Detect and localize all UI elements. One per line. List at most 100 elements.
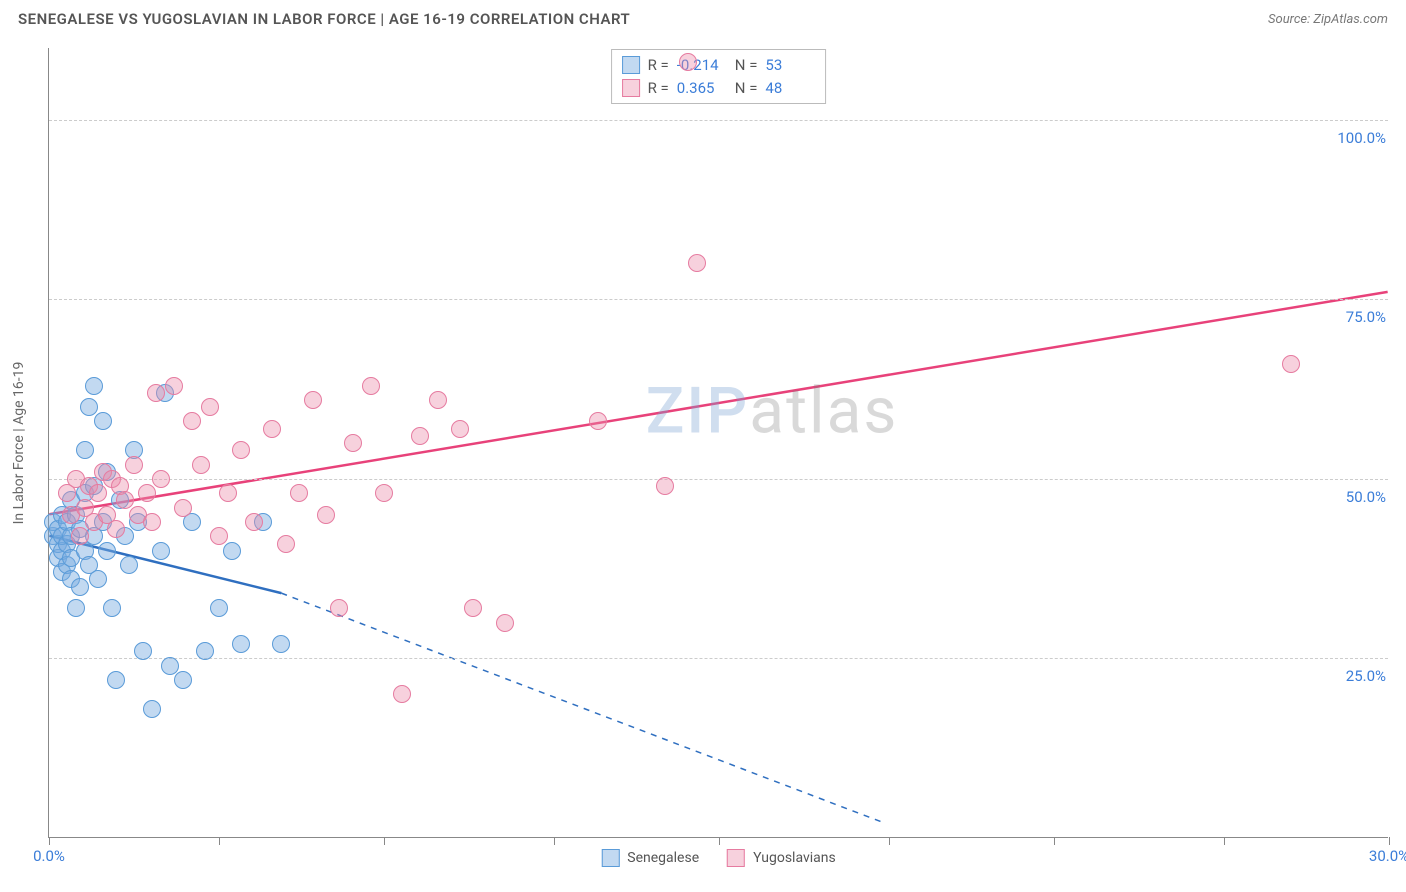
legend-swatch-yugoslavians	[727, 849, 745, 867]
data-point	[362, 377, 380, 395]
chart-plot-area: In Labor Force | Age 16-19 ZIPatlas R = …	[48, 48, 1388, 838]
data-point	[411, 427, 429, 445]
trend-lines-layer	[49, 48, 1388, 837]
watermark-atlas: atlas	[749, 373, 898, 448]
data-point	[330, 599, 348, 617]
swatch-yugoslavians	[622, 79, 640, 97]
stat-r-label: R =	[648, 77, 669, 100]
trend-line	[49, 292, 1387, 514]
data-point	[393, 685, 411, 703]
data-point	[210, 527, 228, 545]
series-legend: Senegalese Yugoslavians	[601, 849, 835, 867]
data-point	[94, 412, 112, 430]
data-point	[143, 513, 161, 531]
data-point	[107, 520, 125, 538]
data-point	[138, 484, 156, 502]
stat-r-label: R =	[648, 54, 669, 77]
data-point	[89, 484, 107, 502]
data-point	[120, 556, 138, 574]
x-tick	[1389, 837, 1390, 845]
x-tick	[1224, 837, 1225, 845]
legend-item-yugoslavians: Yugoslavians	[727, 849, 836, 867]
y-axis-label: In Labor Force | Age 16-19	[11, 361, 27, 524]
data-point	[161, 657, 179, 675]
stat-r-value-yugoslavians: 0.365	[677, 77, 727, 100]
data-point	[232, 635, 250, 653]
data-point	[143, 700, 161, 718]
x-tick	[49, 837, 50, 845]
data-point	[290, 484, 308, 502]
stat-row-senegalese: R = -0.214 N = 53	[622, 54, 816, 77]
data-point	[656, 477, 674, 495]
data-point	[429, 391, 447, 409]
data-point	[174, 671, 192, 689]
data-point	[219, 484, 237, 502]
gridline	[49, 120, 1388, 121]
data-point	[76, 441, 94, 459]
data-point	[1282, 355, 1300, 373]
y-tick-label: 25.0%	[1342, 667, 1390, 685]
data-point	[107, 671, 125, 689]
data-point	[192, 456, 210, 474]
data-point	[103, 599, 121, 617]
data-point	[147, 384, 165, 402]
data-point	[183, 412, 201, 430]
stat-n-value-senegalese: 53	[765, 54, 815, 77]
swatch-senegalese	[622, 56, 640, 74]
chart-source: Source: ZipAtlas.com	[1268, 12, 1388, 27]
stat-n-value-yugoslavians: 48	[765, 77, 815, 100]
data-point	[451, 420, 469, 438]
x-tick-label: 0.0%	[33, 847, 65, 865]
data-point	[116, 491, 134, 509]
x-tick	[219, 837, 220, 845]
x-tick	[1054, 837, 1055, 845]
gridline	[49, 299, 1388, 300]
y-tick-label: 100.0%	[1333, 129, 1390, 147]
data-point	[71, 527, 89, 545]
data-point	[375, 484, 393, 502]
y-tick-label: 50.0%	[1342, 488, 1390, 506]
watermark: ZIPatlas	[646, 373, 899, 448]
data-point	[98, 542, 116, 560]
legend-label-senegalese: Senegalese	[627, 850, 699, 866]
data-point	[496, 614, 514, 632]
data-point	[317, 506, 335, 524]
legend-label-yugoslavians: Yugoslavians	[753, 850, 836, 866]
data-point	[196, 642, 214, 660]
data-point	[223, 542, 241, 560]
stat-row-yugoslavians: R = 0.365 N = 48	[622, 77, 816, 100]
data-point	[201, 398, 219, 416]
data-point	[71, 578, 89, 596]
x-tick	[719, 837, 720, 845]
data-point	[277, 535, 295, 553]
data-point	[589, 412, 607, 430]
legend-swatch-senegalese	[601, 849, 619, 867]
data-point	[263, 420, 281, 438]
stat-n-label: N =	[735, 54, 758, 77]
data-point	[679, 53, 697, 71]
x-tick	[384, 837, 385, 845]
data-point	[134, 642, 152, 660]
gridline	[49, 479, 1388, 480]
trend-line-extrapolated	[281, 593, 883, 823]
data-point	[152, 542, 170, 560]
watermark-zip: ZIP	[646, 373, 750, 448]
data-point	[89, 570, 107, 588]
x-tick	[889, 837, 890, 845]
x-tick-label: 30.0%	[1369, 847, 1406, 865]
chart-title: SENEGALESE VS YUGOSLAVIAN IN LABOR FORCE…	[18, 10, 630, 28]
legend-item-senegalese: Senegalese	[601, 849, 699, 867]
data-point	[210, 599, 228, 617]
data-point	[245, 513, 263, 531]
correlation-stats-legend: R = -0.214 N = 53 R = 0.365 N = 48	[611, 49, 827, 104]
data-point	[344, 434, 362, 452]
chart-header: SENEGALESE VS YUGOSLAVIAN IN LABOR FORCE…	[0, 0, 1406, 36]
data-point	[165, 377, 183, 395]
data-point	[304, 391, 322, 409]
gridline	[49, 658, 1388, 659]
data-point	[125, 456, 143, 474]
data-point	[688, 254, 706, 272]
data-point	[80, 398, 98, 416]
data-point	[174, 499, 192, 517]
data-point	[232, 441, 250, 459]
